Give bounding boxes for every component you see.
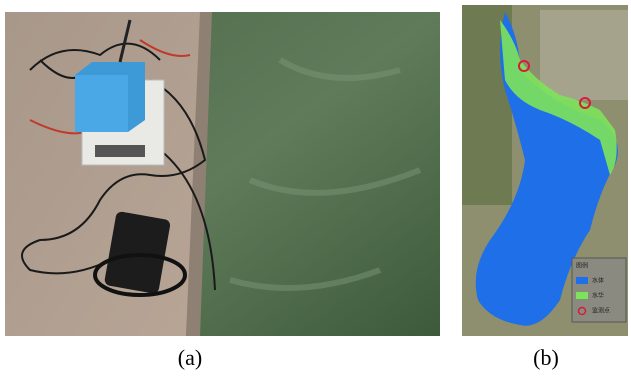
legend-title: 图例	[576, 262, 588, 270]
caption: (a)	[178, 345, 202, 370]
page: 图例 水体 水华 监测点 (a) (b) (() => { const data…	[0, 0, 631, 377]
photo-a	[5, 12, 440, 336]
legend-item: 水华	[592, 292, 604, 300]
legend-item: 水体	[592, 277, 604, 285]
legend-item: 监测点	[592, 307, 610, 315]
figure: 图例 水体 水华 监测点 (a) (b)	[0, 0, 631, 377]
caption: (b)	[533, 345, 559, 370]
map-b: 图例 水体 水华 监测点	[462, 5, 628, 336]
